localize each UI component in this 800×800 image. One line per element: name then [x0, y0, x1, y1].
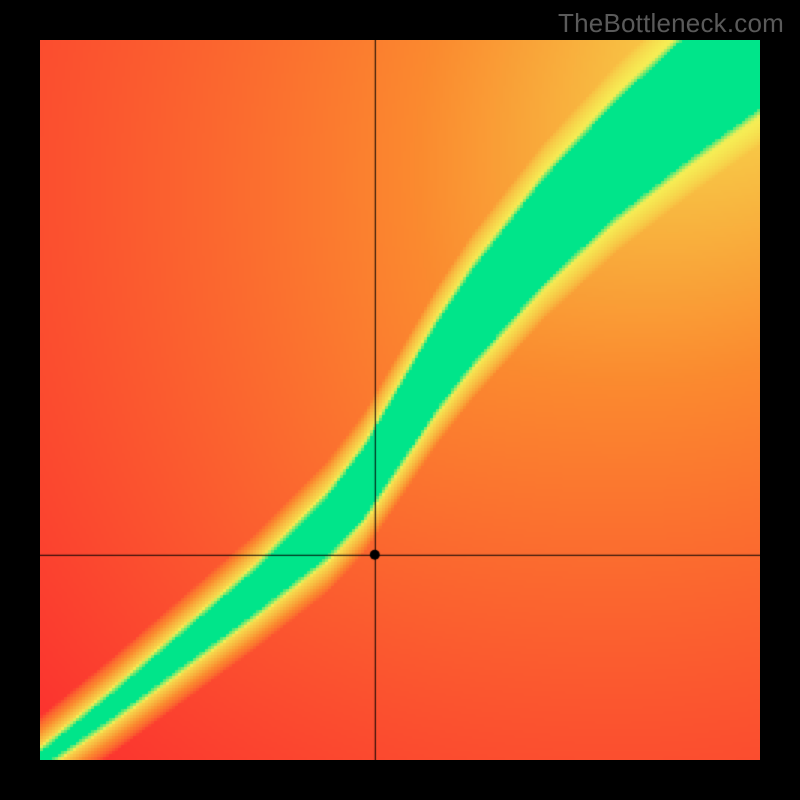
chart-container: TheBottleneck.com	[0, 0, 800, 800]
plot-area	[40, 40, 760, 760]
watermark-text: TheBottleneck.com	[558, 8, 784, 39]
heatmap-canvas	[40, 40, 760, 760]
